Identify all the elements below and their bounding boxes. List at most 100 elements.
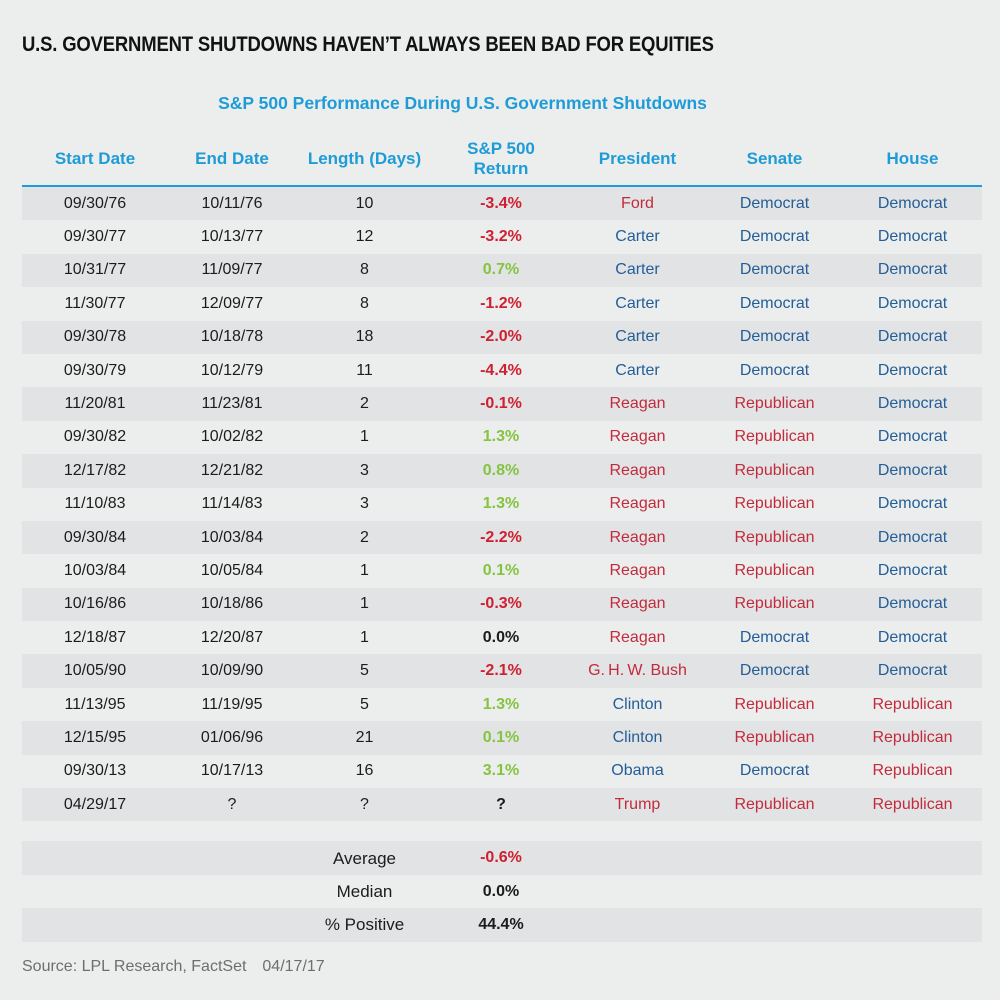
cell-senate: Democrat: [739, 361, 810, 379]
cell-return: -3.2%: [480, 228, 522, 246]
source-note: Source: LPL Research, FactSet 04/17/17: [22, 958, 325, 976]
cell-start-date: 12/15/95: [63, 728, 127, 746]
table-row: 11/30/77 12/09/77 8 -1.2% Carter Democrat Demo…: [22, 287, 982, 320]
cell-president: G. H. W. Bush: [588, 662, 687, 680]
cell-president: Carter: [615, 294, 660, 312]
cell-start-date: 09/30/82: [63, 428, 127, 446]
cell-end-date: 11/23/81: [201, 395, 263, 413]
table-row: 09/30/76 10/11/76 10 -3.4% Ford Democrat Democ…: [22, 186, 982, 221]
col-header-length: Length (Days): [296, 133, 433, 187]
cell-end-date: 12/09/77: [200, 294, 264, 312]
table-row: 10/16/86 10/18/86 1 -0.3% Reagan Republican De…: [22, 587, 982, 622]
cell-length: 1: [360, 428, 369, 446]
spacer-row: [22, 821, 982, 841]
cell-end-date: 10/18/86: [200, 595, 264, 613]
table-row: 10/05/90 10/09/90 5 -2.1% G. H. W. Bush Democ…: [22, 654, 982, 688]
cell-return: -1.2%: [480, 294, 522, 312]
col-header-sp500-return: S&P 500 Return: [433, 133, 569, 187]
cell-president: Reagan: [609, 595, 666, 613]
cell-end-date: 10/03/84: [200, 528, 264, 546]
cell-senate: Democrat: [739, 762, 810, 780]
summary-empty: [706, 841, 843, 874]
cell-end-date: 10/11/76: [201, 194, 263, 212]
cell-senate: Republican: [734, 728, 815, 746]
cell-length: 18: [355, 328, 374, 346]
cell-start-date: 04/29/17: [63, 795, 127, 813]
table-row: 09/30/77 10/13/77 12 -3.2% Carter Democrat Dem…: [22, 220, 982, 253]
summary-empty: [22, 875, 168, 908]
cell-house: Republican: [872, 762, 953, 780]
cell-start-date: 09/30/78: [63, 328, 127, 346]
summary-empty: [843, 908, 982, 941]
cell-length: 8: [360, 294, 369, 312]
table-row: 11/20/81 11/23/81 2 -0.1% Reagan Republican De…: [22, 387, 982, 421]
cell-house: Republican: [872, 695, 953, 713]
page-title: U.S. GOVERNMENT SHUTDOWNS HAVEN’T ALWAYS…: [22, 33, 714, 56]
cell-president: Ford: [621, 194, 654, 212]
cell-length: 16: [355, 762, 374, 780]
cell-senate: Democrat: [739, 662, 810, 680]
table-row: 09/30/13 10/17/13 16 3.1% Obama Democrat Repub…: [22, 755, 982, 788]
cell-senate: Democrat: [739, 194, 810, 212]
summary-label: Median: [336, 882, 393, 901]
cell-president: Reagan: [609, 395, 666, 413]
summary-empty: [706, 875, 843, 908]
table-row: 10/31/77 11/09/77 8 0.7% Carter Democrat Democ…: [22, 253, 982, 288]
table-row: 10/03/84 10/05/84 1 0.1% Reagan Republican Dem…: [22, 554, 982, 587]
cell-return: -2.0%: [480, 328, 522, 346]
cell-president: Carter: [615, 261, 660, 279]
summary-empty: [168, 908, 296, 941]
cell-return: 1.3%: [482, 495, 520, 513]
summary-empty: [569, 841, 706, 874]
cell-senate: Republican: [734, 461, 815, 479]
cell-end-date: 10/17/13: [200, 762, 264, 780]
cell-length: ?: [360, 795, 369, 813]
summary-empty: [843, 841, 982, 874]
cell-length: 3: [360, 461, 369, 479]
cell-return: -2.2%: [480, 528, 522, 546]
summary-row: % Positive 44.4%: [22, 908, 982, 942]
summary-empty: [706, 908, 843, 941]
cell-return: 0.7%: [482, 261, 520, 279]
summary-empty: [168, 875, 296, 908]
cell-president: Carter: [615, 228, 660, 246]
cell-start-date: 10/03/84: [63, 561, 127, 579]
summary-row: Median 0.0%: [22, 875, 982, 908]
cell-senate: Republican: [734, 595, 815, 613]
cell-length: 11: [356, 361, 373, 379]
cell-president: Reagan: [609, 628, 666, 646]
cell-return: 0.1%: [482, 728, 520, 746]
table-row: 11/10/83 11/14/83 3 1.3% Reagan Republican Dem…: [22, 488, 982, 521]
cell-house: Democrat: [877, 395, 948, 413]
cell-end-date: 10/05/84: [200, 561, 264, 579]
cell-start-date: 11/20/81: [64, 395, 126, 413]
cell-house: Democrat: [877, 628, 948, 646]
cell-return: -3.4%: [480, 194, 522, 212]
cell-house: Republican: [872, 728, 953, 746]
summary-empty: [569, 908, 706, 941]
cell-end-date: 12/21/82: [200, 461, 264, 479]
cell-start-date: 09/30/77: [63, 228, 127, 246]
cell-start-date: 11/13/95: [64, 695, 126, 713]
cell-start-date: 09/30/76: [63, 194, 127, 212]
cell-senate: Democrat: [739, 261, 810, 279]
cell-president: Reagan: [609, 428, 666, 446]
cell-house: Democrat: [877, 228, 948, 246]
cell-senate: Republican: [734, 395, 815, 413]
cell-president: Reagan: [609, 461, 666, 479]
cell-senate: Republican: [734, 695, 815, 713]
cell-length: 12: [355, 228, 374, 246]
cell-start-date: 11/30/77: [64, 294, 126, 312]
cell-house: Democrat: [877, 595, 948, 613]
cell-length: 2: [360, 528, 369, 546]
table-row: 12/15/95 01/06/96 21 0.1% Clinton Republican R…: [22, 721, 982, 755]
cell-start-date: 09/30/13: [63, 762, 127, 780]
table-row: 11/13/95 11/19/95 5 1.3% Clinton Republican Re…: [22, 688, 982, 721]
spacer-cell: [569, 821, 706, 841]
spacer-cell: [168, 821, 296, 841]
cell-end-date: 10/09/90: [200, 662, 264, 680]
cell-senate: Democrat: [739, 228, 810, 246]
cell-length: 1: [360, 628, 369, 646]
shutdowns-table: Start Date End Date Length (Days) S&P 50…: [22, 133, 982, 942]
